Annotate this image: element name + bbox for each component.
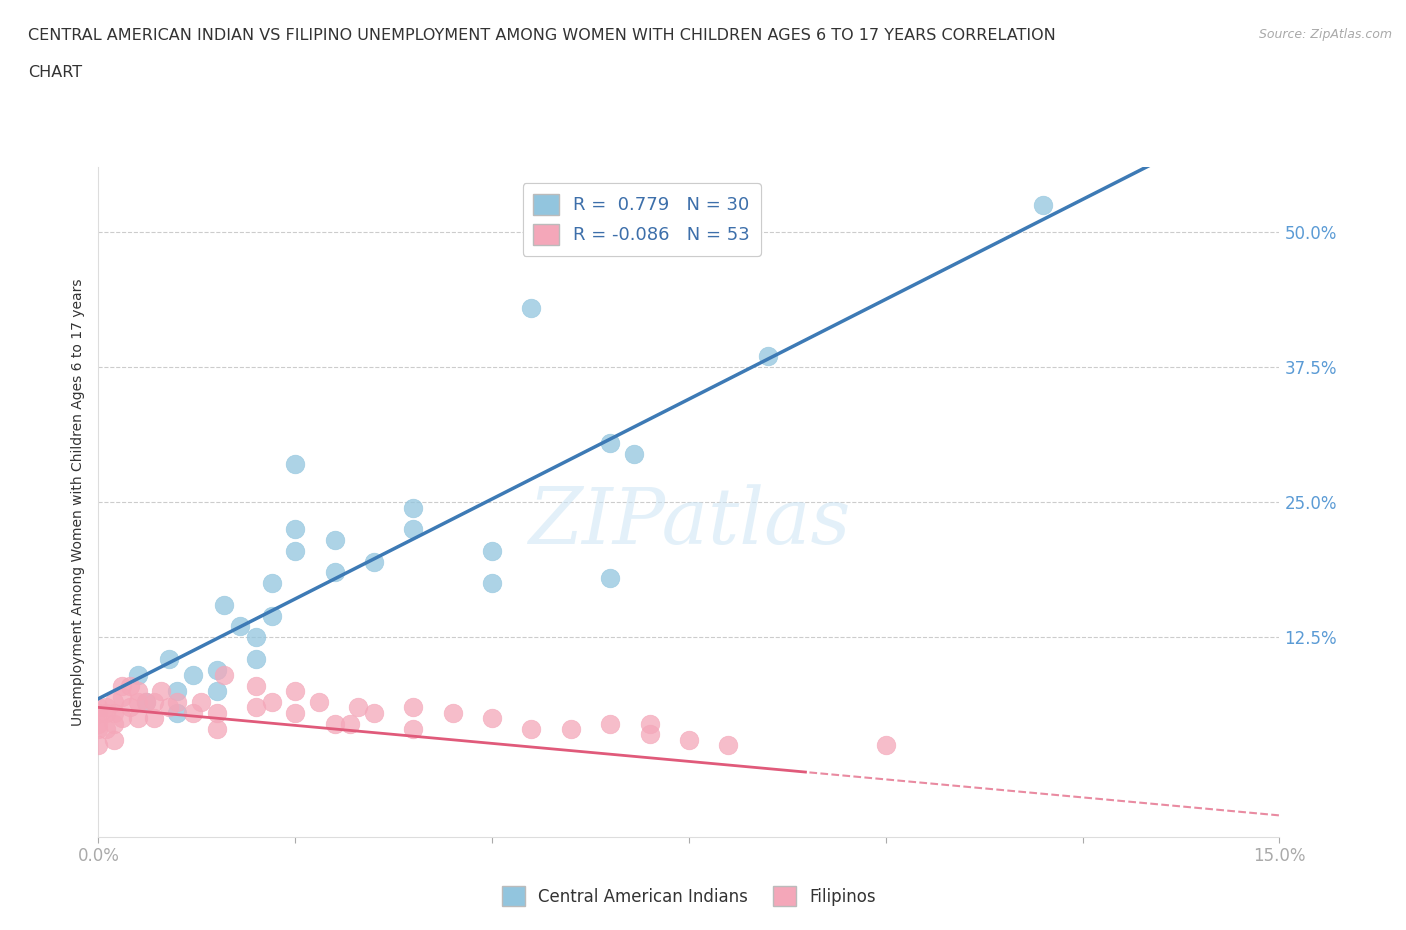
- Point: [245, 678, 267, 693]
- Point: [166, 695, 188, 710]
- Point: [103, 695, 125, 710]
- Point: [118, 700, 141, 715]
- Point: [260, 608, 283, 623]
- Point: [638, 727, 661, 742]
- Point: [323, 533, 346, 548]
- Point: [157, 651, 180, 666]
- Point: [111, 678, 134, 693]
- Point: [127, 684, 149, 698]
- Point: [623, 446, 645, 461]
- Point: [284, 543, 307, 558]
- Point: [142, 711, 165, 725]
- Point: [520, 300, 543, 315]
- Point: [402, 500, 425, 515]
- Point: [96, 700, 118, 715]
- Point: [260, 576, 283, 591]
- Text: ZIPatlas: ZIPatlas: [527, 485, 851, 561]
- Point: [347, 700, 370, 715]
- Point: [245, 700, 267, 715]
- Point: [638, 716, 661, 731]
- Point: [87, 705, 110, 720]
- Point: [135, 695, 157, 710]
- Point: [402, 522, 425, 537]
- Text: CENTRAL AMERICAN INDIAN VS FILIPINO UNEMPLOYMENT AMONG WOMEN WITH CHILDREN AGES : CENTRAL AMERICAN INDIAN VS FILIPINO UNEM…: [28, 28, 1056, 43]
- Point: [756, 349, 779, 364]
- Point: [481, 576, 503, 591]
- Point: [678, 732, 700, 747]
- Point: [245, 651, 267, 666]
- Point: [481, 711, 503, 725]
- Point: [599, 716, 621, 731]
- Point: [127, 668, 149, 683]
- Point: [245, 630, 267, 644]
- Point: [205, 705, 228, 720]
- Point: [402, 722, 425, 737]
- Point: [205, 662, 228, 677]
- Point: [284, 705, 307, 720]
- Point: [111, 711, 134, 725]
- Point: [560, 722, 582, 737]
- Text: CHART: CHART: [28, 65, 82, 80]
- Point: [205, 684, 228, 698]
- Point: [127, 695, 149, 710]
- Point: [402, 700, 425, 715]
- Point: [339, 716, 361, 731]
- Legend: Central American Indians, Filipinos: Central American Indians, Filipinos: [495, 880, 883, 912]
- Point: [481, 543, 503, 558]
- Point: [1032, 198, 1054, 213]
- Point: [323, 565, 346, 579]
- Point: [205, 722, 228, 737]
- Text: Source: ZipAtlas.com: Source: ZipAtlas.com: [1258, 28, 1392, 41]
- Point: [142, 695, 165, 710]
- Point: [181, 668, 204, 683]
- Point: [96, 705, 118, 720]
- Point: [323, 716, 346, 731]
- Point: [87, 737, 110, 752]
- Point: [363, 705, 385, 720]
- Point: [229, 619, 252, 634]
- Point: [118, 678, 141, 693]
- Point: [111, 689, 134, 704]
- Point: [520, 722, 543, 737]
- Point: [166, 684, 188, 698]
- Point: [103, 716, 125, 731]
- Point: [157, 700, 180, 715]
- Point: [260, 695, 283, 710]
- Point: [441, 705, 464, 720]
- Point: [599, 570, 621, 585]
- Point: [150, 684, 173, 698]
- Point: [214, 668, 236, 683]
- Legend: R =  0.779   N = 30, R = -0.086   N = 53: R = 0.779 N = 30, R = -0.086 N = 53: [523, 183, 761, 256]
- Point: [135, 695, 157, 710]
- Point: [87, 700, 110, 715]
- Point: [214, 597, 236, 612]
- Point: [87, 716, 110, 731]
- Point: [308, 695, 330, 710]
- Point: [284, 457, 307, 472]
- Point: [96, 722, 118, 737]
- Point: [87, 722, 110, 737]
- Point: [103, 732, 125, 747]
- Point: [599, 435, 621, 450]
- Point: [284, 522, 307, 537]
- Point: [166, 705, 188, 720]
- Point: [190, 695, 212, 710]
- Point: [284, 684, 307, 698]
- Point: [363, 554, 385, 569]
- Y-axis label: Unemployment Among Women with Children Ages 6 to 17 years: Unemployment Among Women with Children A…: [72, 278, 86, 726]
- Point: [103, 705, 125, 720]
- Point: [875, 737, 897, 752]
- Point: [127, 711, 149, 725]
- Point: [717, 737, 740, 752]
- Point: [181, 705, 204, 720]
